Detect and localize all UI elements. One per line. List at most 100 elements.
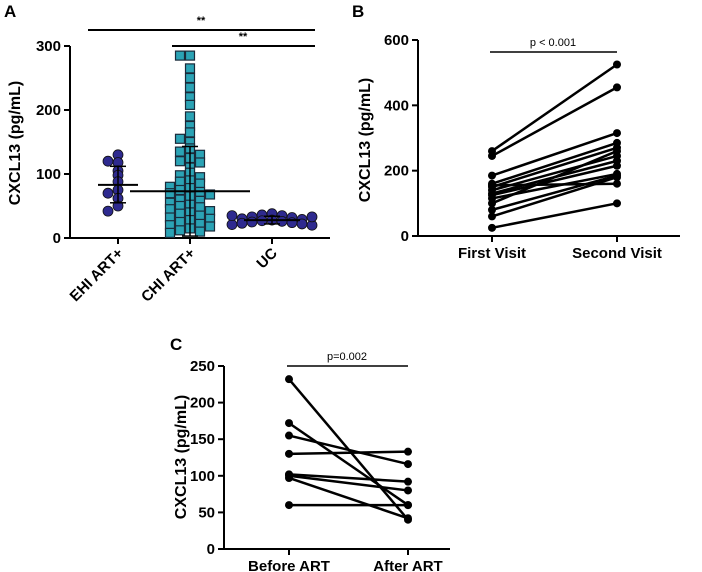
panel-b-point-after (613, 60, 621, 69)
panel-c-x-ticks: Before ART After ART (248, 549, 443, 572)
panel-c-pair-line (288, 450, 409, 456)
panel-b-pair-line (491, 146, 618, 189)
panel-c-point-after (404, 514, 412, 523)
panel-c-paired-lines (285, 375, 412, 524)
panel-a-point (194, 202, 206, 213)
panel-c-letter: C (170, 335, 182, 354)
panel-c-point-before (285, 419, 293, 428)
panel-a-point (164, 188, 176, 199)
panel-c-pair-line (288, 476, 409, 520)
panel-b-pair-line (491, 63, 618, 153)
panel-c-sig-label: p=0.002 (327, 351, 367, 363)
panel-a-point (184, 82, 196, 93)
panel-c-y-tick-label: 50 (198, 504, 215, 521)
panel-a-point (246, 216, 258, 228)
panel-b-y-ticks: 0 200 400 600 (384, 32, 418, 245)
panel-a-sig-label-2: ** (239, 31, 248, 43)
panel-b-point-after (613, 199, 621, 208)
panel-b-point-after (613, 147, 621, 156)
panel-b-y-tick-label: 600 (384, 32, 409, 49)
panel-c-point-after (404, 501, 412, 510)
panel-a-point (174, 225, 186, 236)
panel-c-pair-line (288, 434, 409, 466)
panel-a-point (194, 210, 206, 221)
panel-a-points (102, 50, 318, 238)
panel-b-pair-line (491, 202, 618, 230)
panel-b-pair-line (491, 141, 618, 185)
panel-a-point (164, 204, 176, 215)
panel-c-point-before (285, 473, 293, 482)
panel-b-pair-line (491, 86, 618, 158)
panel-c-y-tick-label: 200 (190, 395, 215, 412)
panel-b-point-before (488, 181, 496, 190)
panel-b-point-before (488, 151, 496, 160)
panel-a-point (174, 184, 186, 196)
panel-b-y-tick-label: 200 (384, 163, 409, 180)
panel-a-x-tick-label: UC (253, 245, 280, 272)
panel-a-point (184, 63, 196, 74)
panel-a-x-tick-label: EHI ART+ (67, 245, 127, 305)
panel-a-point (184, 50, 196, 61)
panel-c-point-before (285, 501, 293, 510)
panel-b-x-tick-label: Second Visit (572, 245, 662, 262)
panel-b-point-before (488, 223, 496, 232)
panel-b-y-axis-title: CXCL13 (pg/mL) (357, 78, 374, 202)
panel-c-point-after (404, 447, 412, 456)
panel-b-pair-line (491, 131, 618, 177)
panel-b-point-after (613, 179, 621, 188)
panel-a-y-tick-label: 200 (36, 102, 61, 119)
panel-b-point-before (488, 171, 496, 180)
panel-a-y-tick-label: 0 (53, 230, 61, 247)
panel-c-pair-line (288, 422, 409, 507)
panel-b-point-before (488, 205, 496, 214)
panel-c-y-tick-label: 0 (207, 541, 215, 558)
panel-b-point-before (488, 212, 496, 221)
panel-b-point-after (613, 129, 621, 138)
panel-c-pair-line (288, 473, 409, 483)
panel-c-y-tick-label: 100 (190, 468, 215, 485)
panel-a-point (184, 127, 196, 138)
panel-b: B CXCL13 (pg/mL) 0 200 400 600 First Visit S… (352, 2, 680, 262)
panel-b-pair-line (491, 149, 618, 205)
panel-b-pair-line (491, 182, 618, 187)
panel-a-point (194, 157, 206, 168)
panel-b-y-tick-label: 0 (401, 228, 409, 245)
panel-c-y-tick-label: 250 (190, 358, 215, 375)
panel-c-point-before (285, 449, 293, 458)
panel-a-y-tick-label: 300 (36, 38, 61, 55)
panel-c-point-before (285, 431, 293, 440)
panel-a-y-ticks: 0 100 200 300 (36, 38, 70, 247)
panel-b-sig-label: p < 0.001 (530, 37, 576, 49)
panel-b-y-tick-label: 400 (384, 97, 409, 114)
panel-a-point (174, 156, 186, 167)
panel-b-point-after (613, 173, 621, 182)
panel-c-x-tick-label: After ART (373, 558, 442, 572)
panel-a-summary-bars (98, 145, 300, 237)
panel-c-point-after (404, 477, 412, 486)
panel-a-point (194, 226, 206, 237)
panel-a-point (226, 210, 238, 222)
panel-a-letter: A (4, 2, 16, 21)
panel-a-y-axis-title: CXCL13 (pg/mL) (7, 81, 24, 205)
panel-a-point (306, 211, 318, 223)
panel-c-x-tick-label: Before ART (248, 558, 330, 572)
panel-c-point-before (285, 375, 293, 384)
panel-a: A CXCL13 (pg/mL) 0 100 200 300 EHI ART+ CHI … (4, 2, 330, 306)
panel-b-paired-lines (488, 60, 621, 232)
panel-a-point (102, 155, 114, 167)
panel-c-y-ticks: 0 50 100 150 200 250 (190, 358, 224, 558)
panel-a-point (276, 215, 288, 227)
panel-b-point-after (613, 83, 621, 92)
panel-b-point-after (613, 161, 621, 170)
panel-c-pair-line (288, 474, 409, 492)
panel-c-point-after (404, 460, 412, 469)
panel-c-y-axis-title: CXCL13 (pg/mL) (173, 395, 190, 519)
panel-a-point (226, 219, 238, 230)
panel-a-point (194, 178, 206, 189)
panel-a-point (174, 50, 186, 61)
panel-a-point (174, 216, 186, 228)
panel-b-x-tick-label: First Visit (458, 245, 526, 262)
panel-a-y-tick-label: 100 (36, 166, 61, 183)
panel-a-point (174, 133, 186, 144)
